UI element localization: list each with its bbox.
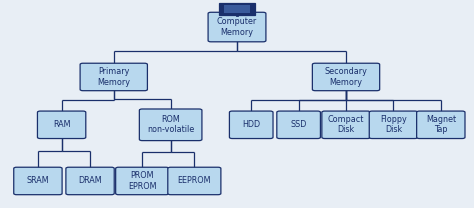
Text: SRAM: SRAM [27, 176, 49, 186]
Text: Floppy
Disk: Floppy Disk [380, 115, 407, 135]
FancyBboxPatch shape [116, 167, 169, 195]
FancyBboxPatch shape [37, 111, 86, 139]
Text: HDD: HDD [242, 120, 260, 129]
Text: Primary
Memory: Primary Memory [97, 67, 130, 87]
Text: Compact
Disk: Compact Disk [328, 115, 364, 135]
FancyBboxPatch shape [14, 167, 62, 195]
Text: SSD: SSD [291, 120, 307, 129]
FancyBboxPatch shape [417, 111, 465, 139]
Text: PROM
EPROM: PROM EPROM [128, 171, 156, 191]
Text: ROM
non-volatile: ROM non-volatile [147, 115, 194, 135]
FancyBboxPatch shape [208, 12, 266, 42]
FancyBboxPatch shape [229, 111, 273, 139]
Text: EEPROM: EEPROM [178, 176, 211, 186]
FancyBboxPatch shape [224, 5, 250, 13]
Text: Computer
Memory: Computer Memory [217, 17, 257, 37]
FancyBboxPatch shape [139, 109, 202, 141]
Text: RAM: RAM [53, 120, 70, 129]
FancyBboxPatch shape [312, 63, 380, 91]
FancyBboxPatch shape [219, 3, 255, 15]
Text: Secondary
Memory: Secondary Memory [325, 67, 367, 87]
FancyBboxPatch shape [66, 167, 114, 195]
FancyBboxPatch shape [369, 111, 418, 139]
FancyBboxPatch shape [322, 111, 370, 139]
FancyBboxPatch shape [168, 167, 221, 195]
FancyBboxPatch shape [80, 63, 147, 91]
Text: DRAM: DRAM [78, 176, 102, 186]
Text: Magnet
Tap: Magnet Tap [426, 115, 456, 135]
FancyBboxPatch shape [277, 111, 320, 139]
